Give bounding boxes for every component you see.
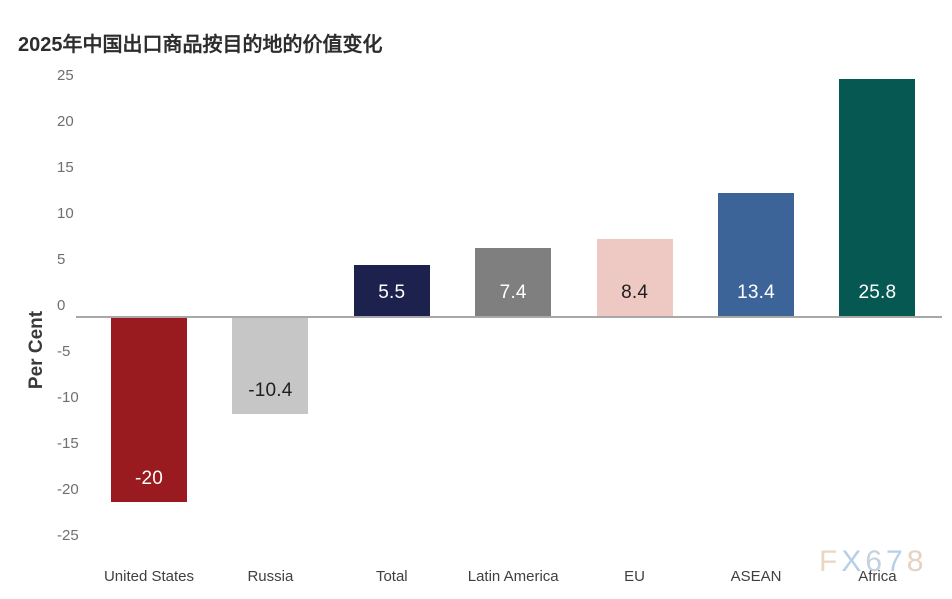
y-axis-title: Per Cent (26, 310, 47, 390)
y-axis-tick-label: 15 (57, 159, 74, 176)
x-category-label-eu: EU (624, 568, 646, 585)
x-category-label-latin-america: Latin America (467, 568, 559, 585)
y-axis-tick-label: -20 (57, 481, 79, 498)
bar-africa: 25.8 (839, 78, 916, 316)
x-category-label-africa: Africa (858, 568, 897, 585)
bar-value-label: -10.4 (248, 379, 293, 401)
x-axis-zero-line (76, 316, 942, 318)
y-axis-tick-label: 20 (57, 113, 74, 130)
bar-value-label: 25.8 (858, 281, 897, 303)
watermark-letter: F (819, 545, 842, 578)
y-axis-tick-label: -10 (57, 389, 79, 406)
y-axis-tick-label: -25 (57, 527, 79, 544)
watermark-letter: X (841, 545, 866, 578)
bar-value-label: 7.4 (499, 281, 527, 303)
bar-value-label: -20 (134, 468, 164, 489)
watermark-letter: 7 (886, 545, 907, 578)
watermark-fx678: FX678 (819, 546, 927, 578)
x-category-label-united-states: United States (103, 568, 195, 585)
watermark-letter: 8 (906, 545, 928, 578)
bar-total: 5.5 (353, 265, 430, 316)
y-axis-tick-label: -15 (57, 435, 79, 452)
y-axis-tick-label: 5 (57, 251, 66, 268)
bar-united-states: -20 (111, 318, 187, 502)
x-category-label-total: Total (375, 568, 408, 585)
y-axis-tick-label: 10 (57, 205, 74, 222)
bar-value-label: 13.4 (737, 281, 775, 303)
chart-title: 2025年中国出口商品按目的地的价值变化 (18, 34, 383, 56)
watermark-letter: 6 (865, 545, 887, 578)
bar-asean: 13.4 (718, 192, 794, 316)
y-axis-tick-label: 25 (57, 67, 74, 84)
y-axis-tick-label: -5 (57, 343, 71, 360)
bar-eu: 8.4 (596, 238, 673, 316)
x-category-label-russia: Russia (247, 568, 294, 585)
y-axis-tick-label: 0 (57, 297, 66, 314)
bar-latin-america: 7.4 (475, 247, 552, 316)
bar-value-label: 5.5 (378, 281, 406, 303)
x-category-label-asean: ASEAN (730, 568, 782, 585)
bar-value-label: 8.4 (621, 281, 649, 303)
bar-russia: -10.4 (232, 318, 309, 414)
